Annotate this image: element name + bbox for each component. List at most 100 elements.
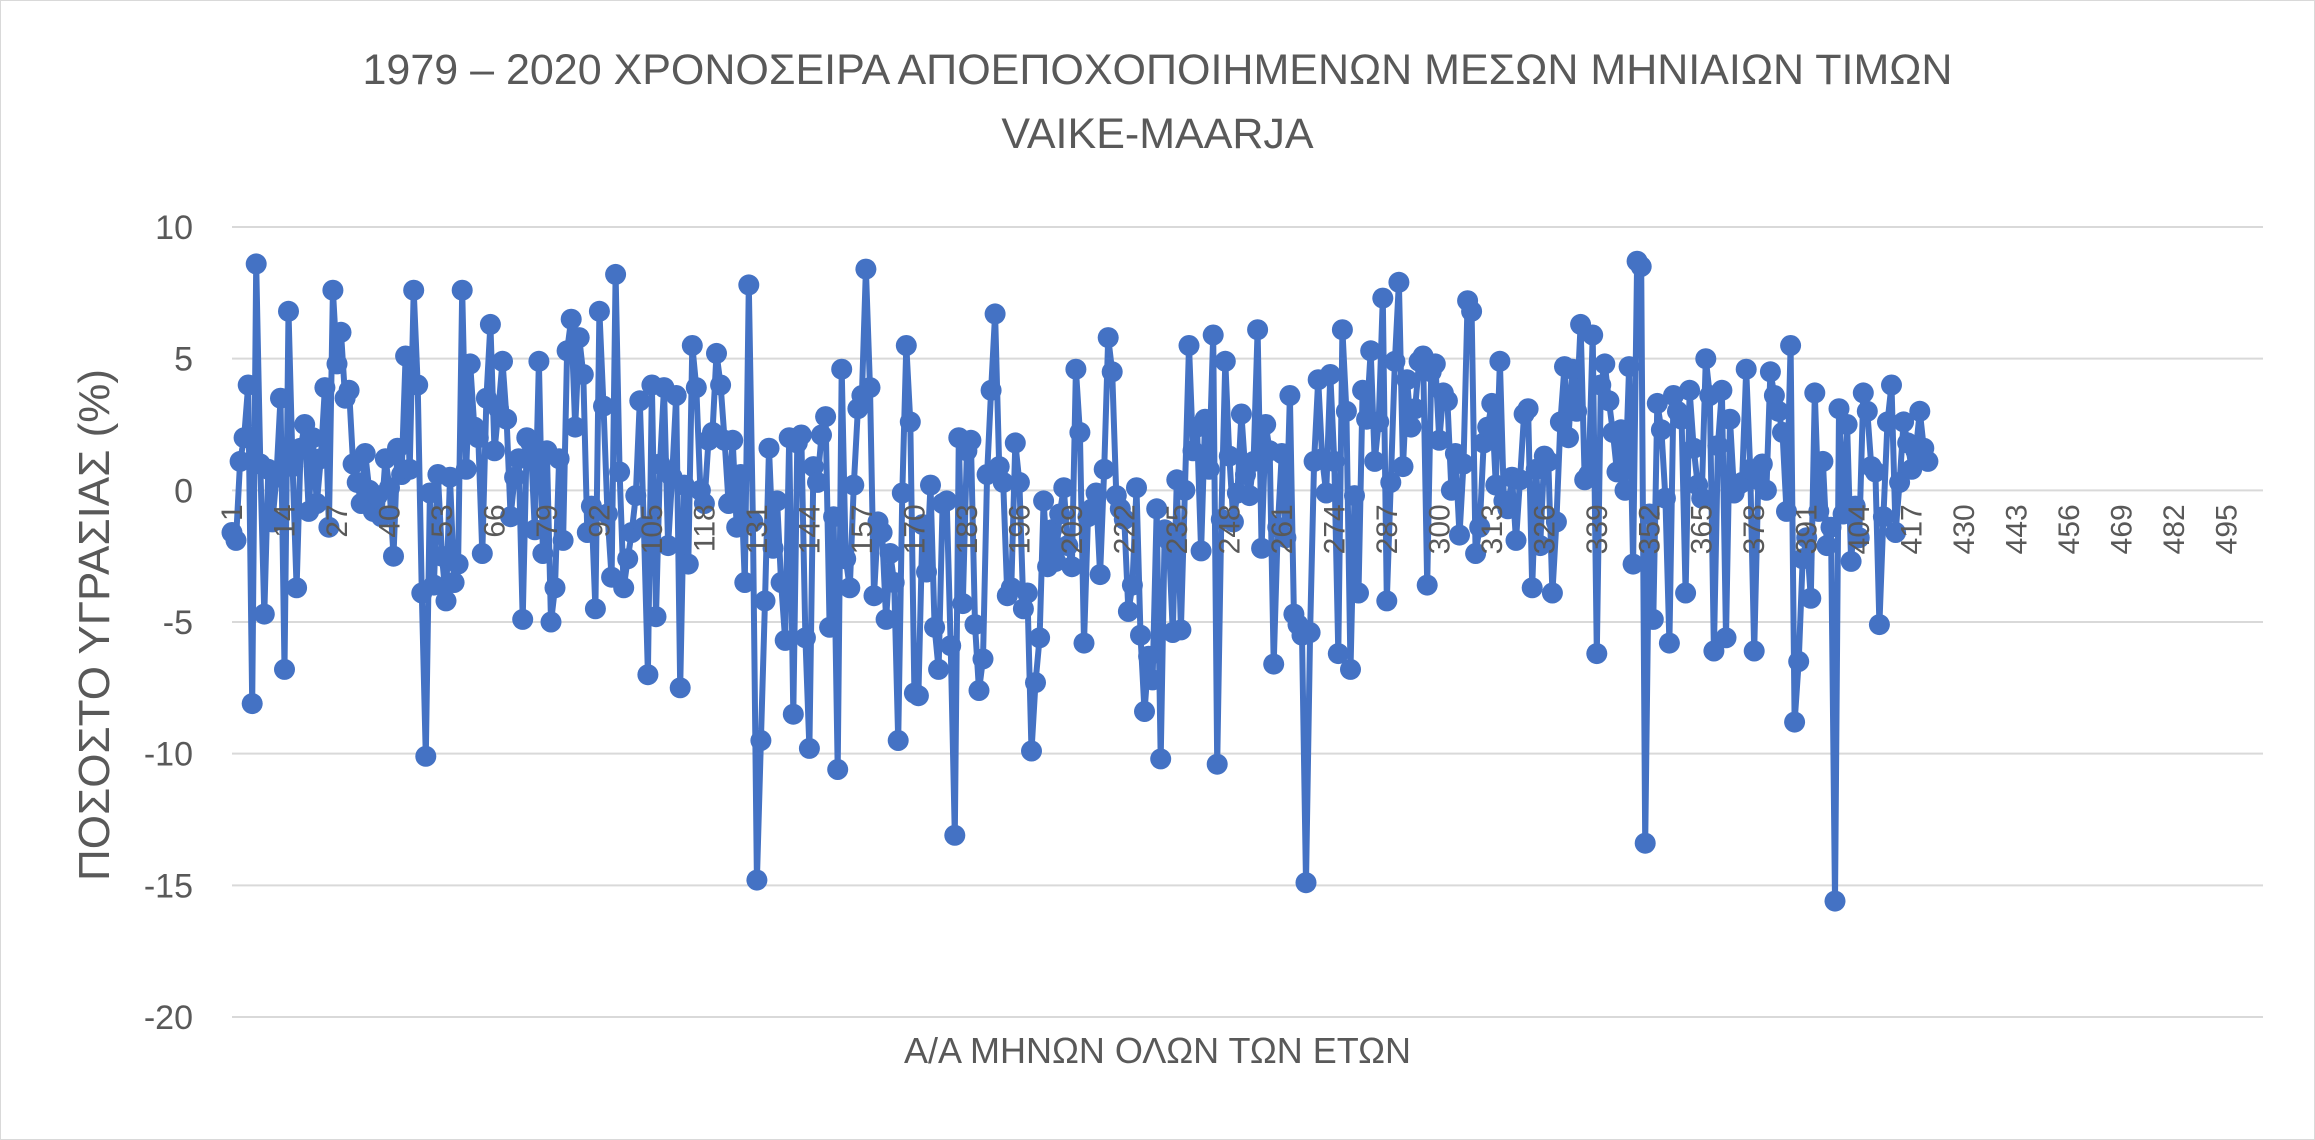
data-point	[1142, 669, 1164, 691]
data-point	[1101, 361, 1123, 383]
data-point	[1089, 564, 1111, 586]
y-tick-label: -20	[144, 999, 193, 1037]
data-point	[229, 450, 251, 472]
data-point	[1735, 358, 1757, 380]
data-point	[807, 471, 828, 493]
data-point	[1679, 379, 1701, 401]
data-point	[306, 493, 328, 514]
data-point	[1715, 627, 1737, 649]
data-point	[1202, 324, 1224, 346]
data-point	[1053, 477, 1075, 499]
data-point	[1146, 498, 1168, 520]
data-point	[1315, 482, 1337, 504]
data-point	[261, 511, 283, 533]
data-point	[605, 263, 627, 285]
data-point	[1057, 535, 1079, 557]
data-point	[286, 577, 308, 599]
data-point	[1449, 524, 1470, 546]
data-point	[1061, 556, 1083, 578]
data-point	[1263, 653, 1285, 675]
data-point	[415, 745, 437, 767]
data-point	[992, 471, 1014, 493]
data-point	[447, 553, 469, 575]
data-point	[1481, 392, 1503, 414]
data-point	[1566, 400, 1588, 422]
data-point	[891, 482, 913, 504]
x-tick-label: 40	[374, 504, 407, 537]
data-point	[1271, 443, 1293, 464]
data-point	[1558, 427, 1579, 449]
data-point	[1606, 461, 1628, 483]
data-point	[1755, 479, 1777, 501]
data-point	[782, 703, 804, 725]
data-point	[1016, 582, 1038, 604]
data-point	[1618, 356, 1640, 378]
data-point	[831, 358, 853, 380]
x-tick-label: 209	[1056, 504, 1089, 554]
data-point	[241, 693, 263, 715]
x-tick-label: 326	[1528, 504, 1561, 554]
data-point	[1582, 324, 1604, 346]
x-tick-label: 183	[951, 504, 984, 554]
data-point	[1598, 390, 1620, 412]
data-point	[952, 593, 974, 615]
data-point	[1759, 361, 1781, 383]
data-point	[936, 490, 958, 512]
data-point	[528, 350, 550, 372]
data-point	[310, 448, 332, 470]
data-point	[314, 377, 336, 399]
data-point	[1117, 601, 1139, 622]
data-point	[1901, 458, 1923, 480]
data-point	[1352, 379, 1374, 401]
data-point	[1025, 672, 1046, 694]
data-point	[282, 456, 304, 478]
data-point	[1331, 319, 1353, 341]
grid-lines	[232, 226, 2263, 1018]
data-point	[419, 482, 441, 504]
y-tick-label: -15	[144, 867, 193, 905]
data-point	[1594, 353, 1616, 375]
y-tick-label: 0	[174, 472, 193, 510]
data-point	[233, 427, 255, 449]
data-point	[1881, 374, 1902, 396]
data-point	[1335, 400, 1357, 422]
data-point	[322, 279, 344, 301]
data-point	[370, 506, 392, 528]
data-point	[1453, 453, 1474, 475]
data-point	[1380, 471, 1402, 493]
data-point	[1497, 498, 1519, 520]
data-point	[1214, 350, 1236, 372]
data-point	[1158, 529, 1180, 551]
data-point	[1065, 358, 1087, 380]
data-point	[1848, 527, 1870, 549]
data-point	[1872, 506, 1894, 528]
x-tick-label: 157	[846, 504, 879, 554]
data-point	[916, 561, 937, 583]
data-point	[1004, 432, 1026, 454]
data-point	[613, 577, 635, 599]
data-point	[1537, 450, 1559, 472]
data-point	[278, 300, 299, 322]
data-point	[609, 461, 631, 483]
data-point	[484, 440, 505, 462]
data-point	[1348, 582, 1369, 604]
data-point	[1344, 485, 1365, 507]
data-point	[1711, 379, 1733, 401]
data-point	[1646, 392, 1668, 414]
data-point	[629, 390, 651, 412]
data-point	[899, 411, 921, 433]
data-point	[1808, 500, 1830, 522]
data-point	[770, 572, 792, 593]
data-point	[576, 522, 598, 543]
x-tick-label: 456	[2053, 504, 2086, 554]
data-point	[940, 635, 962, 657]
data-point	[1836, 414, 1858, 435]
data-point	[1812, 450, 1834, 472]
data-point	[1230, 403, 1252, 425]
data-point	[960, 429, 982, 451]
data-point	[984, 303, 1006, 325]
data-point	[1416, 574, 1438, 596]
data-point	[746, 869, 768, 891]
data-point	[544, 577, 566, 599]
x-tick-label: 79	[531, 504, 564, 537]
